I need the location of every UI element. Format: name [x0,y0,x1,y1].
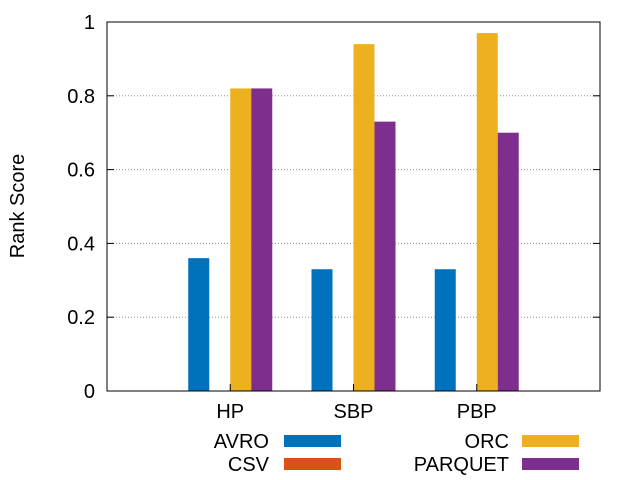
x-category-label: PBP [457,401,497,423]
legend-swatch-parquet [522,458,579,470]
bar-parquet-pbp [497,132,519,391]
legend-label-parquet: PARQUET [414,454,509,476]
bar-parquet-hp [251,88,273,392]
x-axis: HP SBP PBP [216,384,497,423]
y-axis-title: Rank Score [7,154,29,259]
y-tick-label: 0.8 [67,86,95,108]
y-tick-label: 0.4 [67,233,95,255]
bar-parquet-sbp [374,121,396,391]
x-category-label: HP [216,401,244,423]
bar-orc-hp [230,88,252,392]
legend-label-avro: AVRO [214,431,269,453]
bar-avro-pbp [434,269,456,391]
bar-orc-pbp [476,33,498,391]
legend-label-csv: CSV [228,454,270,476]
legend-swatch-avro [284,435,341,447]
bar-avro-sbp [311,269,333,391]
legend-label-orc: ORC [465,431,509,453]
y-tick-label: 0.2 [67,307,95,329]
y-axis: 0 0.2 0.4 0.6 0.8 1 [67,12,600,403]
bar-avro-hp [188,258,210,391]
bar-orc-sbp [353,44,375,391]
y-tick-label: 1 [84,12,95,34]
bars [188,33,519,392]
y-tick-label: 0 [84,381,95,403]
legend-swatch-csv [284,458,341,470]
y-tick-label: 0.6 [67,160,95,182]
legend-swatch-orc [522,435,579,447]
x-category-label: SBP [333,401,373,423]
